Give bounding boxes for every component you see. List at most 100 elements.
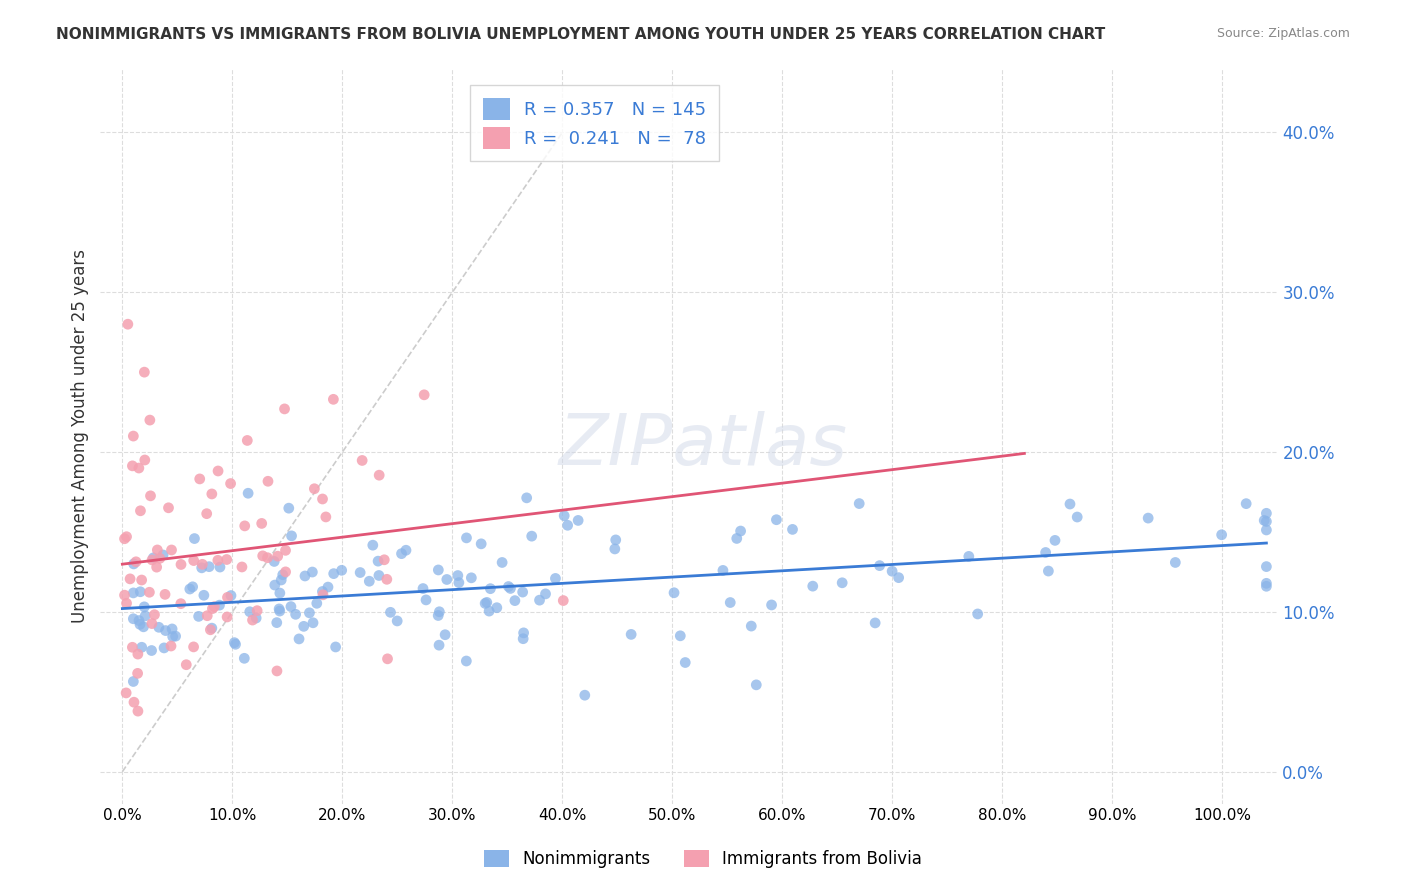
Nonimmigrants xyxy=(391,547,413,561)
Text: Source: ZipAtlas.com: Source: ZipAtlas.com xyxy=(1216,27,1350,40)
Nonimmigrants xyxy=(1256,559,1278,574)
Nonimmigrants xyxy=(503,593,526,607)
Nonimmigrants xyxy=(134,599,156,614)
Immigrants from Bolivia xyxy=(266,664,288,678)
Nonimmigrants xyxy=(277,501,299,516)
Immigrants from Bolivia xyxy=(183,553,205,567)
Nonimmigrants xyxy=(863,615,886,630)
Nonimmigrants xyxy=(447,575,470,590)
Nonimmigrants xyxy=(301,565,323,579)
Nonimmigrants xyxy=(294,569,316,583)
Immigrants from Bolivia xyxy=(322,392,344,407)
Nonimmigrants xyxy=(512,625,534,640)
Nonimmigrants xyxy=(311,584,333,599)
Nonimmigrants xyxy=(718,595,741,609)
Nonimmigrants xyxy=(801,579,824,593)
Nonimmigrants xyxy=(831,575,853,590)
Immigrants from Bolivia xyxy=(127,666,149,681)
Nonimmigrants xyxy=(427,638,450,652)
Nonimmigrants xyxy=(134,608,156,623)
Nonimmigrants xyxy=(498,580,520,594)
Nonimmigrants xyxy=(201,621,224,635)
Nonimmigrants xyxy=(745,678,768,692)
Immigrants from Bolivia xyxy=(207,464,229,478)
Immigrants from Bolivia xyxy=(160,639,183,653)
Nonimmigrants xyxy=(266,615,288,630)
Nonimmigrants xyxy=(142,550,165,565)
Nonimmigrants xyxy=(1256,579,1278,593)
Nonimmigrants xyxy=(848,497,870,511)
Nonimmigrants xyxy=(193,588,215,602)
Immigrants from Bolivia xyxy=(122,695,145,709)
Immigrants from Bolivia xyxy=(129,504,152,518)
Immigrants from Bolivia xyxy=(121,458,143,473)
Nonimmigrants xyxy=(669,629,692,643)
Immigrants from Bolivia xyxy=(252,549,274,563)
Nonimmigrants xyxy=(269,602,291,616)
Nonimmigrants xyxy=(516,491,538,505)
Immigrants from Bolivia xyxy=(201,487,224,501)
Nonimmigrants xyxy=(412,582,434,596)
Immigrants from Bolivia xyxy=(134,453,156,467)
Nonimmigrants xyxy=(605,533,627,547)
Nonimmigrants xyxy=(349,566,371,580)
Nonimmigrants xyxy=(1256,515,1278,529)
Nonimmigrants xyxy=(761,598,783,612)
Text: NONIMMIGRANTS VS IMMIGRANTS FROM BOLIVIA UNEMPLOYMENT AMONG YOUTH UNDER 25 YEARS: NONIMMIGRANTS VS IMMIGRANTS FROM BOLIVIA… xyxy=(56,27,1105,42)
Nonimmigrants xyxy=(330,563,353,577)
Nonimmigrants xyxy=(181,580,204,594)
Immigrants from Bolivia xyxy=(195,608,218,623)
Y-axis label: Unemployment Among Youth under 25 years: Unemployment Among Youth under 25 years xyxy=(72,249,89,624)
Nonimmigrants xyxy=(491,556,513,570)
Immigrants from Bolivia xyxy=(174,657,197,672)
Immigrants from Bolivia xyxy=(315,510,337,524)
Immigrants from Bolivia xyxy=(160,543,183,558)
Immigrants from Bolivia xyxy=(256,550,278,565)
Immigrants from Bolivia xyxy=(134,365,156,379)
Nonimmigrants xyxy=(557,518,579,533)
Immigrants from Bolivia xyxy=(215,552,238,566)
Immigrants from Bolivia xyxy=(207,553,229,567)
Nonimmigrants xyxy=(122,586,145,600)
Nonimmigrants xyxy=(485,600,508,615)
Immigrants from Bolivia xyxy=(139,489,162,503)
Nonimmigrants xyxy=(122,557,145,571)
Nonimmigrants xyxy=(187,609,209,624)
Nonimmigrants xyxy=(456,654,478,668)
Nonimmigrants xyxy=(436,573,458,587)
Nonimmigrants xyxy=(415,593,437,607)
Nonimmigrants xyxy=(183,532,205,546)
Nonimmigrants xyxy=(280,599,302,614)
Nonimmigrants xyxy=(725,532,748,546)
Nonimmigrants xyxy=(122,612,145,626)
Nonimmigrants xyxy=(740,619,762,633)
Nonimmigrants xyxy=(269,604,291,618)
Nonimmigrants xyxy=(544,571,567,585)
Nonimmigrants xyxy=(460,571,482,585)
Immigrants from Bolivia xyxy=(195,507,218,521)
Immigrants from Bolivia xyxy=(217,610,239,624)
Immigrants from Bolivia xyxy=(114,532,136,546)
Nonimmigrants xyxy=(603,541,626,556)
Nonimmigrants xyxy=(1256,523,1278,537)
Nonimmigrants xyxy=(263,578,285,592)
Nonimmigrants xyxy=(782,522,804,536)
Nonimmigrants xyxy=(122,674,145,689)
Immigrants from Bolivia xyxy=(274,565,297,579)
Immigrants from Bolivia xyxy=(127,647,149,661)
Nonimmigrants xyxy=(765,513,787,527)
Nonimmigrants xyxy=(574,688,596,702)
Nonimmigrants xyxy=(1043,533,1066,548)
Immigrants from Bolivia xyxy=(117,317,139,331)
Nonimmigrants xyxy=(239,605,262,619)
Nonimmigrants xyxy=(512,585,534,599)
Nonimmigrants xyxy=(966,607,988,621)
Immigrants from Bolivia xyxy=(149,551,172,566)
Immigrants from Bolivia xyxy=(242,613,264,627)
Nonimmigrants xyxy=(869,558,891,573)
Nonimmigrants xyxy=(219,589,242,603)
Immigrants from Bolivia xyxy=(141,616,163,631)
Immigrants from Bolivia xyxy=(368,468,391,483)
Nonimmigrants xyxy=(269,586,291,600)
Immigrants from Bolivia xyxy=(122,429,145,443)
